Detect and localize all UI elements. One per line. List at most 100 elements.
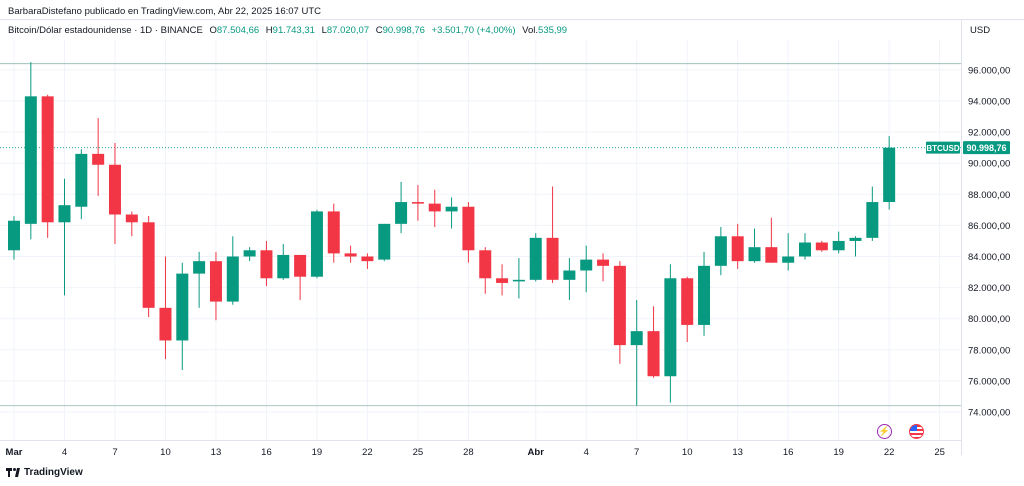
candle-body [378, 223, 391, 260]
candle-body [748, 247, 761, 262]
currency-label[interactable]: USD [970, 25, 991, 36]
candle [92, 118, 105, 196]
candle-body [445, 206, 458, 212]
candle [799, 233, 812, 260]
candle [108, 142, 121, 245]
candle-body [714, 236, 727, 266]
candle-body [613, 265, 626, 346]
price-axis-border [961, 19, 962, 455]
candle-body [176, 273, 189, 341]
candle-body [58, 205, 71, 223]
date-tick-label: 16 [261, 447, 272, 458]
candle-body [462, 206, 475, 251]
time-axis: Mar 4 7 10 13 16 19 22 25 28 Abr 4 7 10 13 16 19 22 25 [6, 447, 945, 458]
candle-body [512, 279, 525, 282]
date-tick-label: 22 [884, 447, 895, 458]
candle-body [664, 278, 677, 377]
price-tick-label: 96.000,00 [968, 65, 1010, 76]
candle [849, 236, 862, 257]
candle [428, 189, 441, 227]
candle [378, 223, 391, 262]
candle-body [209, 261, 222, 302]
candle [310, 209, 323, 279]
candle-body [125, 214, 138, 223]
candle-body [546, 237, 559, 280]
candle-body [243, 250, 256, 257]
candle [193, 251, 206, 308]
candle-body [327, 211, 340, 254]
candle [748, 228, 761, 263]
candle-body [630, 331, 643, 346]
candle-body [681, 278, 694, 325]
price-axis: 74.000,00 76.000,00 78.000,00 80.000,00 82.0… [968, 65, 1010, 418]
price-tick-label: 90.000,00 [968, 159, 1010, 170]
candle [125, 211, 138, 237]
reference-lines [0, 63, 961, 407]
candle-body [765, 247, 778, 263]
candle [832, 231, 845, 254]
candle [647, 306, 660, 378]
date-tick-label: 13 [732, 447, 743, 458]
date-tick-label: 16 [783, 447, 794, 458]
candle [630, 300, 643, 406]
date-tick-label: 25 [934, 447, 945, 458]
candle [260, 240, 273, 287]
last-price-marker: BTCUSD 90.998,76 [926, 141, 1010, 155]
candle [714, 226, 727, 276]
candle-body [361, 256, 374, 262]
date-tick-label: 10 [160, 447, 171, 458]
candle-body [226, 256, 239, 302]
candle-body [260, 250, 273, 279]
candle-body [310, 211, 323, 277]
change-value: +3.501,70 (+4,00%) [431, 25, 516, 36]
publisher-line: BarbaraDistefano publicado en TradingVie… [8, 6, 321, 17]
price-tick-label: 74.000,00 [968, 408, 1010, 419]
candle-body [731, 236, 744, 262]
candle-body [159, 307, 172, 341]
candle-body [647, 331, 660, 377]
candle-body [580, 259, 593, 271]
candle-body [277, 254, 290, 279]
us-flag-event-icon[interactable] [909, 424, 924, 439]
candle-body [799, 242, 812, 257]
date-tick-label: Abr [528, 447, 545, 458]
symbol-title[interactable]: Bitcoin/Dólar estadounidense · 1D · BINA… [8, 25, 203, 36]
ohlc-legend: Bitcoin/Dólar estadounidense · 1D · BINA… [8, 25, 567, 36]
last-price-tag-bg [963, 141, 1010, 155]
candle-body [563, 270, 576, 280]
candle-body [782, 256, 795, 263]
candle-body [496, 278, 509, 283]
price-tick-label: 78.000,00 [968, 345, 1010, 356]
tradingview-brand[interactable]: TradingView [6, 467, 83, 478]
date-tick-label: 4 [584, 447, 589, 458]
candle [327, 203, 340, 263]
candle [765, 217, 778, 263]
date-tick-label: 19 [833, 447, 844, 458]
candle-body [698, 265, 711, 325]
candle-body [41, 96, 54, 223]
candle-body [866, 202, 879, 238]
candle-body [815, 242, 828, 251]
low-value: 87.020,07 [326, 25, 370, 36]
candle [731, 223, 744, 269]
candle [176, 262, 189, 371]
price-tick-label: 86.000,00 [968, 221, 1010, 232]
symbol-tag-label: BTCUSD [926, 144, 960, 153]
date-tick-label: 28 [463, 447, 474, 458]
price-tick-label: 76.000,00 [968, 376, 1010, 387]
brand-name: TradingView [24, 467, 83, 478]
date-tick-label: 7 [634, 447, 639, 458]
candle-body [395, 202, 408, 224]
lightning-event-icon[interactable]: ⚡ [877, 424, 892, 439]
candle-body [142, 222, 155, 308]
candle [243, 247, 256, 262]
candle-body [883, 147, 896, 202]
symbol-tag-bg [926, 141, 960, 154]
candle [664, 264, 677, 403]
candle [75, 149, 88, 220]
candle-body [24, 96, 37, 224]
candle-body [479, 250, 492, 279]
candle-body [832, 240, 845, 251]
date-tick-label: 13 [211, 447, 222, 458]
